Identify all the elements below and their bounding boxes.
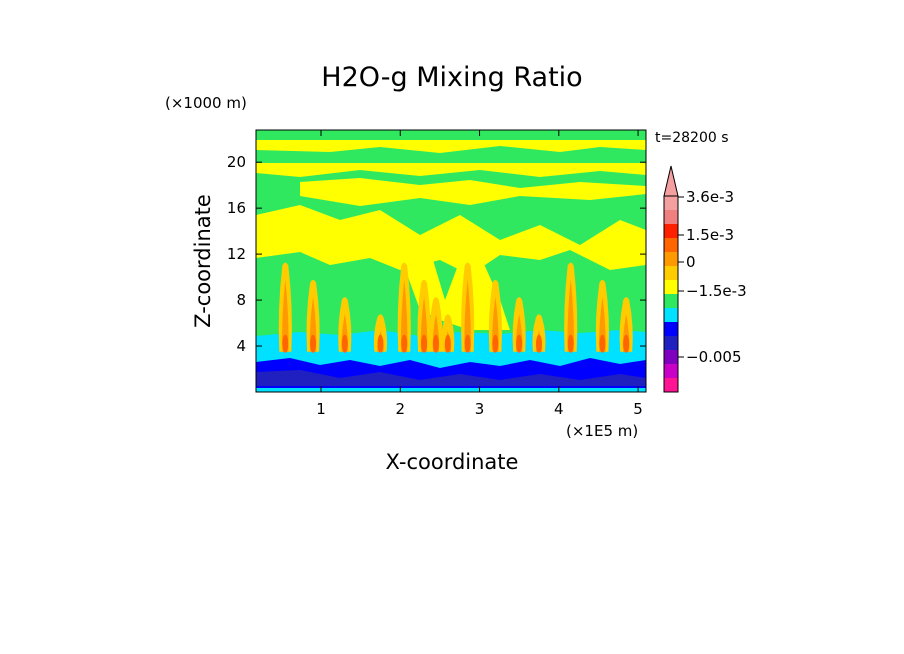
colorbar-segment [664, 350, 678, 364]
plume-hot-core [421, 334, 428, 353]
y-axis-label: Z-coordinate [191, 194, 215, 328]
x-tick-label: 1 [316, 400, 326, 418]
colorbar-segment [664, 252, 678, 266]
upper-yellow-band [300, 178, 646, 206]
plume-hot-core [444, 334, 451, 353]
x-tick-label: 5 [633, 400, 643, 418]
colorbar-extend-arrow [663, 165, 679, 197]
colorbar-segment [664, 224, 678, 238]
y-tick-label: 12 [227, 245, 246, 263]
upper-yellow-band [256, 163, 646, 177]
colorbar-segment [664, 364, 678, 378]
colorbar-label: 3.6e-3 [686, 188, 734, 206]
time-label: t=28200 s [655, 130, 729, 146]
plume-hot-core [535, 334, 542, 353]
plume-hot-core [282, 334, 289, 353]
plume-hot-core [377, 334, 384, 353]
plume-hot-core [401, 334, 408, 353]
chart-title: H2O-g Mixing Ratio [321, 62, 582, 93]
y-tick-label: 16 [227, 199, 246, 217]
colorbar-segment [664, 378, 678, 392]
plume-hot-core [432, 334, 439, 353]
x-tick-label: 4 [554, 400, 564, 418]
colorbar-frame [663, 195, 679, 393]
plume-hot-core [516, 334, 523, 353]
x-tick-label: 2 [395, 400, 405, 418]
plume-core [282, 279, 289, 352]
colorbar-segment [664, 308, 678, 322]
colorbar-segment [664, 322, 678, 336]
colorbar-segment [664, 210, 678, 224]
y-tick-label: 20 [227, 153, 246, 171]
colorbar-segment [664, 336, 678, 350]
plume-hot-core [492, 334, 499, 353]
colorbar-segment [664, 280, 678, 294]
y-tick-label: 4 [236, 337, 246, 355]
plume-hot-core [341, 334, 348, 353]
plume-hot-core [567, 334, 574, 353]
plot-frame [255, 129, 647, 393]
upper-yellow-cloud [256, 205, 646, 275]
colorbar [663, 165, 679, 393]
colorbar-segment [664, 294, 678, 308]
plot-area [256, 130, 646, 392]
x-axis-label: X-coordinate [386, 450, 519, 474]
colorbar-segment [664, 238, 678, 252]
plume-hot-core [623, 334, 630, 353]
colorbar-label: −1.5e-3 [686, 282, 747, 300]
x-unit-label: (×1E5 m) [566, 422, 638, 440]
plume-core [567, 279, 574, 352]
colorbar-label: 0 [686, 253, 696, 271]
plume-hot-core [464, 334, 471, 353]
colorbar-label: 1.5e-3 [686, 226, 734, 244]
colorbar-label: −0.005 [686, 348, 742, 366]
dark-blue-patch [256, 370, 646, 386]
plume-core [464, 279, 471, 352]
y-unit-label: (×1000 m) [165, 94, 247, 112]
x-tick-label: 3 [475, 400, 485, 418]
upper-yellow-band [256, 140, 646, 153]
plume-hot-core [310, 334, 317, 353]
y-tick-label: 8 [236, 291, 246, 309]
plume-hot-core [599, 334, 606, 353]
colorbar-segment [664, 196, 678, 210]
plume-core [401, 279, 408, 352]
colorbar-segment [664, 266, 678, 280]
